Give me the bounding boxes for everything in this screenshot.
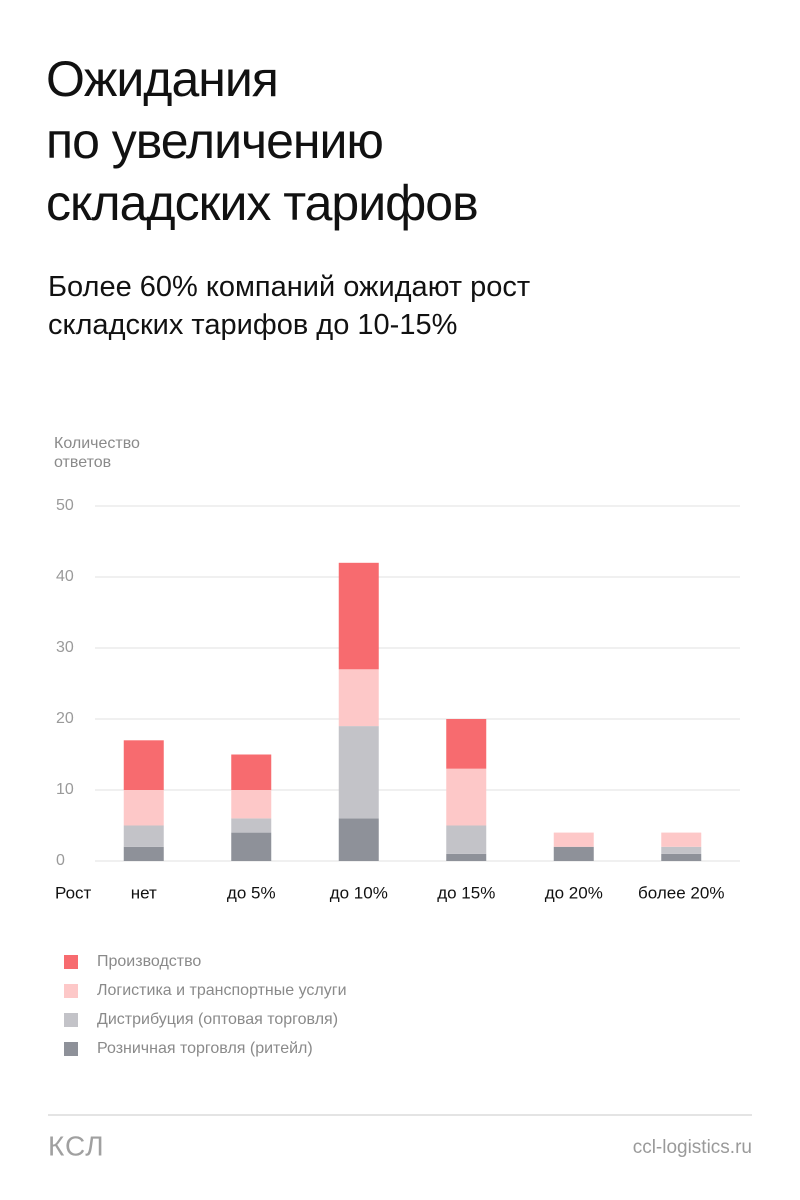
- legend-label: Производство: [97, 953, 201, 970]
- legend-swatch: [64, 1013, 78, 1027]
- x-tick-label: до 20%: [545, 883, 603, 902]
- logo: КСЛ: [48, 1130, 105, 1161]
- bar-segment: [338, 818, 379, 861]
- bar-segment: [661, 846, 702, 854]
- legend-swatch: [64, 1042, 78, 1056]
- y-tick-label: 10: [56, 781, 74, 798]
- bar-segment: [231, 790, 272, 819]
- y-tick-label: 0: [56, 852, 65, 869]
- x-tick-label: до 15%: [437, 883, 495, 902]
- x-tick-label: до 10%: [330, 883, 388, 902]
- x-tick-label: нет: [131, 883, 157, 902]
- legend-label: Розничная торговля (ритейл): [97, 1040, 313, 1057]
- y-tick-label: 50: [56, 497, 74, 514]
- bar-segment: [446, 719, 487, 769]
- bar-segment: [446, 768, 487, 826]
- bar-segment: [338, 669, 379, 727]
- bar-segment: [123, 825, 164, 847]
- bar-segment: [231, 832, 272, 861]
- site: ccl-logistics.ru: [633, 1137, 752, 1158]
- bar-segment: [338, 726, 379, 819]
- bar-segment: [123, 846, 164, 861]
- bar-segment: [123, 790, 164, 826]
- bar-segment: [123, 740, 164, 790]
- y-axis-label: Количество ответов: [54, 435, 140, 471]
- y-tick-label: 20: [56, 710, 74, 727]
- x-tick-label: до 5%: [227, 883, 276, 902]
- y-tick-label: 30: [56, 639, 74, 656]
- bar-segment: [446, 825, 487, 854]
- bar-segment: [231, 818, 272, 833]
- bar-segment: [231, 754, 272, 790]
- legend-swatch: [64, 984, 78, 998]
- legend-label: Логистика и транспортные услуги: [97, 982, 347, 999]
- title: Ожидания по увеличению складских тарифов: [46, 51, 479, 231]
- x-tick-label: более 20%: [638, 883, 724, 902]
- x-axis-label: Рост: [55, 883, 92, 902]
- legend-swatch: [64, 955, 78, 969]
- bar-segment: [553, 846, 594, 861]
- subtitle: Более 60% компаний ожидают рост складски…: [48, 271, 531, 341]
- bar-segment: [661, 832, 702, 847]
- bar-segment: [661, 853, 702, 861]
- bar-segment: [553, 832, 594, 847]
- legend-label: Дистрибуция (оптовая торговля): [97, 1011, 338, 1028]
- bar-segment: [338, 562, 379, 670]
- bar-segment: [446, 853, 487, 861]
- y-tick-label: 40: [56, 568, 74, 585]
